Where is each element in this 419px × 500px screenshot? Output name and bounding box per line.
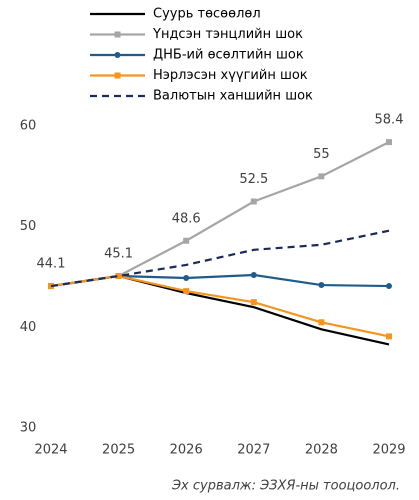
x-tick-label: 2028 <box>305 443 338 458</box>
legend-label: Нэрлэсэн хүүгийн шок <box>153 68 308 83</box>
x-tick-label: 2025 <box>102 443 135 458</box>
data-label: 48.6 <box>172 211 201 226</box>
point-marker <box>318 282 325 289</box>
data-label: 55 <box>313 147 330 162</box>
point-marker <box>250 198 257 205</box>
data-label: 52.5 <box>239 172 268 187</box>
point-marker <box>250 299 257 306</box>
y-tick-label: 30 <box>20 421 37 436</box>
legend-marker <box>114 31 121 38</box>
x-tick-label: 2029 <box>372 443 405 458</box>
point-marker <box>183 288 190 295</box>
x-tick-label: 2024 <box>34 443 67 458</box>
point-marker <box>183 237 190 244</box>
point-marker <box>386 139 392 146</box>
point-marker <box>183 275 190 282</box>
point-marker <box>386 333 392 340</box>
x-tick-label: 2027 <box>237 443 270 458</box>
y-tick-label: 50 <box>20 219 37 234</box>
legend-label: ДНБ-ий өсөлтийн шок <box>153 48 304 63</box>
point-marker <box>250 271 257 278</box>
series-line <box>50 229 390 288</box>
point-marker <box>386 283 392 290</box>
data-label: 45.1 <box>104 246 133 261</box>
series-line <box>50 274 390 338</box>
point-marker <box>115 272 122 279</box>
data-label: 58.4 <box>375 113 404 128</box>
legend-label: Суурь төсөөлөл <box>153 7 261 22</box>
x-tick-label: 2026 <box>170 443 203 458</box>
legend-label: Үндсэн тэнцлийн шок <box>152 27 303 42</box>
series-line <box>50 141 390 288</box>
point-marker <box>318 319 325 326</box>
legend-marker <box>114 52 121 58</box>
data-label: 44.1 <box>37 257 66 272</box>
legend-marker <box>114 72 121 79</box>
series-line <box>50 273 390 288</box>
y-tick-label: 40 <box>20 320 37 335</box>
point-marker <box>318 173 325 180</box>
legend-label: Валютын ханшийн шок <box>153 89 313 104</box>
y-tick-label: 60 <box>20 119 37 134</box>
source-note: Эх сурвалж: ЭЗХЯ-ны тооцоолол. <box>171 479 400 494</box>
